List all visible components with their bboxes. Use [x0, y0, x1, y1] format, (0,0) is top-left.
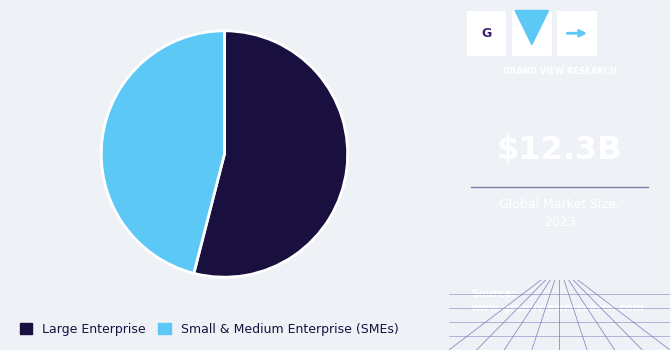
- Text: G: G: [481, 27, 492, 40]
- Wedge shape: [101, 31, 224, 273]
- Text: $12.3B: $12.3B: [496, 135, 622, 166]
- FancyBboxPatch shape: [557, 10, 597, 56]
- FancyBboxPatch shape: [466, 10, 507, 56]
- Text: Global Market Size,
2023: Global Market Size, 2023: [499, 198, 620, 229]
- Polygon shape: [515, 10, 549, 44]
- Text: Source:
www.grandviewresearch.com: Source: www.grandviewresearch.com: [471, 289, 645, 313]
- Legend: Large Enterprise, Small & Medium Enterprise (SMEs): Large Enterprise, Small & Medium Enterpr…: [13, 316, 405, 342]
- FancyBboxPatch shape: [512, 10, 551, 56]
- Text: GRAND VIEW RESEARCH: GRAND VIEW RESEARCH: [502, 66, 616, 76]
- Wedge shape: [194, 31, 348, 277]
